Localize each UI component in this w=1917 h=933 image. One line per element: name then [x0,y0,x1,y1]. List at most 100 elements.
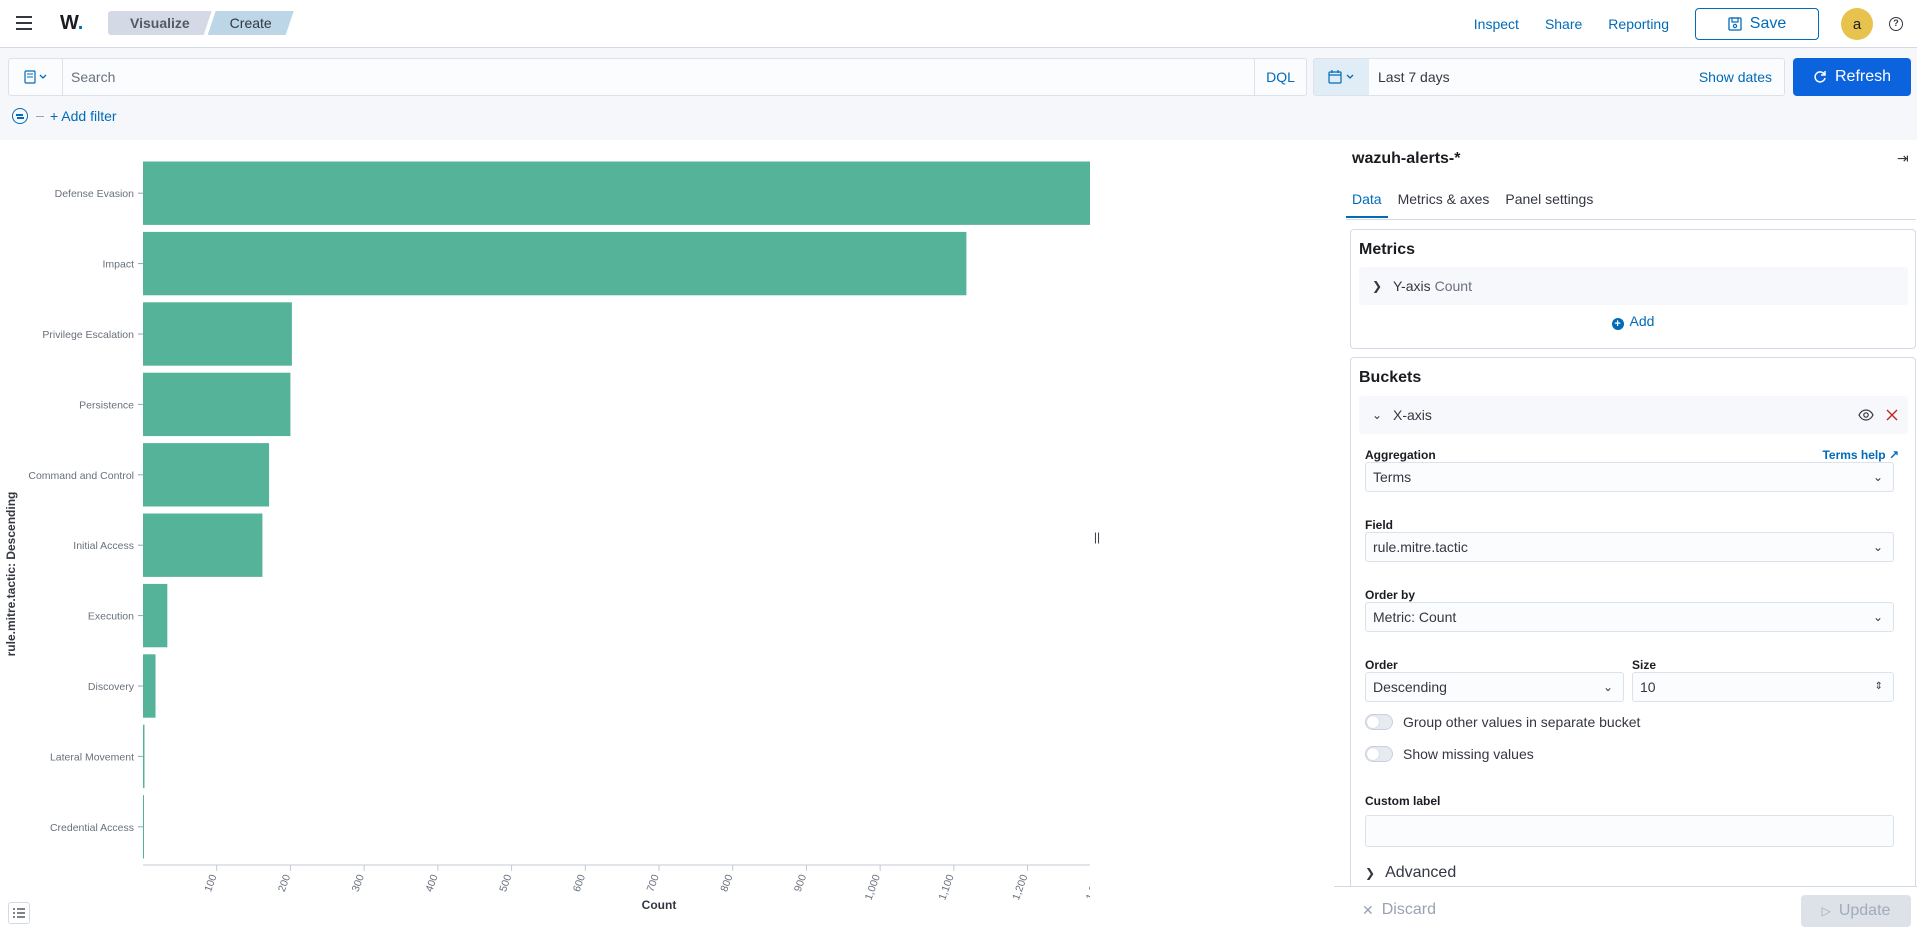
chevron-right-icon: ❯ [1365,866,1376,880]
x-tick-label: 400 [423,873,440,894]
show-missing-row: Show missing values [1365,746,1534,762]
play-icon: ▷ [1821,904,1831,918]
breadcrumb-visualize[interactable]: Visualize [108,11,212,35]
advanced-toggle[interactable]: ❯ Advanced [1365,864,1456,882]
date-picker: Last 7 days Show dates [1313,58,1785,96]
bar[interactable] [143,654,156,718]
breadcrumb-create[interactable]: Create [208,11,294,35]
help-icon[interactable]: ? [1889,17,1903,31]
field-value: rule.mitre.tactic [1373,539,1468,555]
bar[interactable] [143,724,145,789]
index-pattern-title: wazuh-alerts-* [1352,150,1461,167]
x-tick-label: 800 [718,873,735,894]
bar[interactable] [143,443,270,507]
x-axis-agg-row[interactable]: ⌄ X-axis [1359,396,1908,434]
tab-panel-settings[interactable]: Panel settings [1505,191,1594,207]
bar[interactable] [143,513,263,577]
bar[interactable] [143,795,144,859]
y-axis-title: rule.mitre.tactic: Descending [4,492,18,657]
terms-help-text: Terms help [1822,448,1886,462]
show-dates-link[interactable]: Show dates [1698,69,1772,85]
y-tick-label: Credential Access [50,822,134,834]
save-button[interactable]: Save [1695,8,1819,40]
group-other-row: Group other values in separate bucket [1365,714,1640,730]
tab-data[interactable]: Data [1346,188,1388,218]
share-link[interactable]: Share [1544,16,1583,32]
stepper-icon[interactable]: ⇕ [1874,681,1883,692]
save-icon [1728,17,1742,31]
bar[interactable] [143,231,967,296]
y-tick-label: Discovery [88,681,135,693]
query-language-button[interactable]: DQL [1254,59,1306,95]
x-tick-label: 200 [276,873,293,894]
filter-row: + Add filter [12,108,117,124]
order-by-label: Order by [1365,588,1416,602]
chevron-down-icon: ⌄ [1872,610,1883,624]
chevron-right-icon[interactable]: ❯ [1371,279,1383,293]
close-icon: ✕ [1362,901,1374,918]
refresh-label: Refresh [1834,68,1892,85]
aggregation-select[interactable]: Terms ⌄ [1365,462,1894,492]
group-other-toggle[interactable] [1365,714,1393,730]
buckets-panel: Buckets ⌄ X-axis Aggregation Terms help … [1350,357,1916,886]
y-axis-sub-label: Count [1434,278,1472,294]
remove-icon[interactable] [1886,409,1898,421]
refresh-button[interactable]: Refresh [1793,58,1911,96]
y-tick-label: Execution [88,611,134,623]
bar[interactable] [143,372,291,437]
search-input[interactable] [63,59,1254,95]
bar[interactable] [143,583,168,648]
custom-label-input[interactable] [1365,815,1894,847]
order-value: Descending [1373,679,1447,695]
size-input[interactable]: 10 ⇕ [1632,672,1894,702]
calendar-icon [1327,70,1353,84]
legend-toggle-button[interactable] [8,902,30,924]
collapse-sidebar-icon[interactable]: ⇥ [1897,150,1909,166]
quick-date-menu-button[interactable] [1314,59,1369,95]
filter-menu-icon[interactable] [12,108,28,124]
add-metric-button[interactable]: + Add [1351,313,1915,330]
date-range-text[interactable]: Last 7 days [1378,69,1450,85]
add-filter-button[interactable]: + Add filter [50,108,117,124]
eye-icon[interactable] [1858,409,1874,421]
reporting-link[interactable]: Reporting [1608,16,1669,32]
order-select[interactable]: Descending ⌄ [1365,672,1624,702]
saved-query-icon [23,70,46,84]
x-tick-label: 100 [202,873,219,894]
refresh-icon [1814,71,1826,83]
y-tick-label: Command and Control [28,470,134,482]
x-tick-label: 900 [792,873,809,894]
breadcrumb: Visualize Create [108,11,294,35]
saved-queries-button[interactable] [9,59,63,95]
buckets-title: Buckets [1359,369,1422,386]
y-tick-label: Lateral Movement [50,751,134,763]
bar[interactable] [143,302,292,366]
terms-help-link[interactable]: Terms help ↗ [1822,448,1899,462]
show-missing-toggle[interactable] [1365,746,1393,762]
tab-metrics-axes[interactable]: Metrics & axes [1397,191,1490,207]
metrics-title: Metrics [1359,241,1416,258]
chevron-down-icon: ⌄ [1602,680,1613,694]
header-actions: Inspect Share Reporting Save a ? [1474,0,1917,48]
hamburger-menu-icon[interactable] [12,12,36,36]
bar[interactable] [143,161,1090,225]
inspect-link[interactable]: Inspect [1473,16,1519,32]
discard-button[interactable]: ✕ Discard [1362,901,1436,919]
field-select[interactable]: rule.mitre.tactic ⌄ [1365,532,1894,562]
x-tick-label: 700 [645,873,662,894]
add-metric-label: Add [1629,313,1655,329]
filter-divider [36,115,44,117]
avatar[interactable]: a [1841,8,1873,40]
y-tick-label: Privilege Escalation [42,329,134,341]
top-header: W. Visualize Create Inspect Share Report… [0,0,1917,48]
editor-footer: ✕ Discard ▷ Update [1334,886,1917,933]
y-axis-agg-row[interactable]: ❯ Y-axis Count [1359,267,1908,305]
y-tick-label: Persistence [79,399,134,411]
panel-resize-handle[interactable]: || [1093,529,1101,544]
update-button[interactable]: ▷ Update [1801,895,1911,927]
x-axis-actions [1858,409,1898,421]
order-by-select[interactable]: Metric: Count ⌄ [1365,602,1894,632]
app-logo[interactable]: W. [60,12,83,35]
chevron-down-icon[interactable]: ⌄ [1371,408,1383,422]
bar-chart: Defense Evasion Impact Privilege Escalatio… [4,161,1090,912]
